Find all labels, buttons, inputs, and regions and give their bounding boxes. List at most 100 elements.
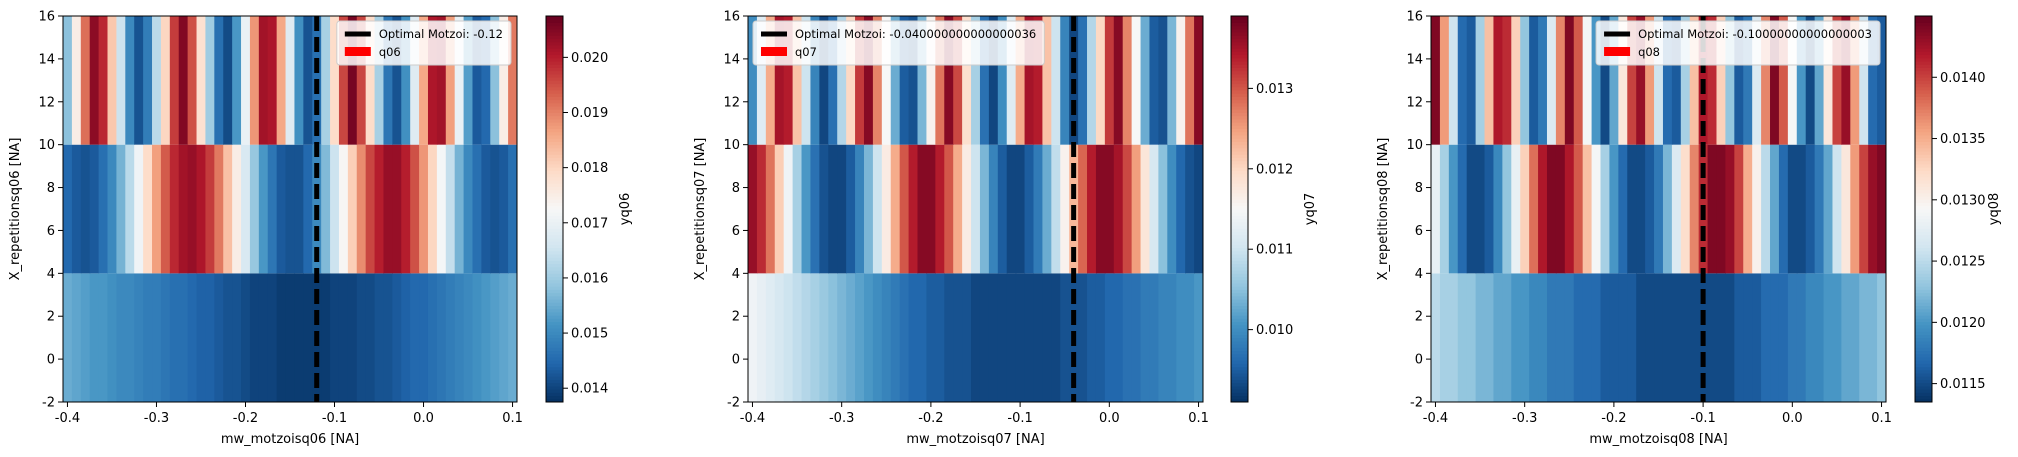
- colorbar-segment: [546, 205, 563, 210]
- legend-line-label: Optimal Motzoi: -0.040000000000000036: [795, 27, 1036, 41]
- heatmap-cell: [445, 144, 456, 274]
- heatmap-cell: [1734, 144, 1744, 274]
- colorbar-segment: [546, 80, 563, 85]
- colorbar-segment: [1231, 32, 1248, 36]
- heatmap-cell: [1564, 144, 1575, 274]
- colorbar-segment: [546, 25, 563, 30]
- heatmap-cell: [765, 273, 776, 402]
- heatmap-cell: [953, 144, 963, 274]
- x-tick-label: -0.1: [1007, 411, 1032, 426]
- heatmap-cell: [1484, 144, 1495, 274]
- heatmap-cell: [294, 273, 304, 402]
- y-tick-label: 12: [723, 95, 740, 110]
- colorbar-segment: [1915, 273, 1932, 278]
- colorbar-segment: [546, 70, 563, 75]
- heatmap-cell: [1475, 16, 1486, 145]
- heatmap-cell: [1814, 16, 1825, 145]
- colorbar-segment: [546, 96, 563, 101]
- heatmap-cell: [1122, 273, 1133, 402]
- colorbar-segment: [1231, 16, 1248, 20]
- colorbar-segment: [546, 389, 563, 393]
- heatmap-cell: [1431, 144, 1441, 274]
- heatmap-cell: [134, 16, 144, 145]
- heatmap-cell: [419, 16, 429, 145]
- colorbar-segment: [546, 131, 563, 136]
- heatmap-cell: [1654, 16, 1664, 145]
- heatmap-cell: [1573, 273, 1584, 402]
- colorbar-segment: [546, 160, 563, 165]
- heatmap-cell: [890, 273, 901, 402]
- heatmap-cell: [1015, 16, 1026, 145]
- heatmap-cell: [187, 144, 198, 274]
- heatmap-cell: [1877, 273, 1886, 402]
- y-tick-label: 0: [47, 353, 55, 368]
- heatmap-cell: [890, 144, 901, 274]
- chart-panel-2: -0.4 -0.3 -0.2 -0.1 0.0 0.1 -2 0 2 4 6 8 10 12 14 16 mw_…: [693, 10, 1318, 448]
- heatmap-cell: [1841, 16, 1851, 145]
- colorbar-segment: [546, 16, 563, 20]
- colorbar-segment: [546, 382, 563, 387]
- heatmap-cell: [436, 144, 447, 274]
- heatmap-cell: [1095, 16, 1106, 145]
- heatmap-cell: [1502, 273, 1512, 402]
- colorbar-segment: [546, 385, 563, 390]
- heatmap-cell: [401, 16, 411, 145]
- heatmap-cell: [1778, 16, 1789, 145]
- colorbar-segment: [1915, 302, 1932, 306]
- colorbar-segment: [546, 122, 563, 126]
- colorbar-segment: [1231, 57, 1248, 62]
- colorbar-segment: [1231, 299, 1248, 303]
- heatmap-cell: [1555, 273, 1566, 402]
- colorbar-segment: [1915, 305, 1932, 310]
- heatmap-cell: [1439, 16, 1450, 145]
- heatmap-cell: [1104, 16, 1115, 145]
- colorbar-segment: [1915, 57, 1932, 62]
- y-tick-label: 2: [47, 310, 55, 325]
- colorbar-segment: [1231, 83, 1248, 88]
- heatmap-cell: [1448, 16, 1459, 145]
- colorbar-segment: [546, 286, 563, 290]
- colorbar-segment: [546, 57, 563, 62]
- colorbar-segment: [1231, 376, 1248, 380]
- heatmap-cell: [837, 144, 847, 274]
- heatmap-cell: [134, 273, 144, 402]
- heatmap-cell: [1122, 144, 1133, 274]
- colorbar-segment: [1231, 64, 1248, 68]
- heatmap-cell: [401, 144, 411, 274]
- y-tick-label: 8: [1415, 181, 1423, 196]
- heatmap-cell: [1627, 144, 1637, 274]
- colorbar-segment: [1231, 167, 1248, 171]
- heatmap-cell: [1511, 273, 1521, 402]
- heatmap-cell: [1734, 16, 1744, 145]
- heatmap-cell: [107, 144, 118, 274]
- heatmap-cell: [1431, 16, 1441, 145]
- colorbar-segment: [1231, 106, 1248, 110]
- heatmap-cell: [427, 16, 438, 145]
- chart-panel-1: -0.4 -0.3 -0.2 -0.1 0.0 0.1 -2 0 2 4 6 8 10 12 14 16 mw_…: [8, 10, 633, 448]
- y-axis-label: X_repetitionsq08 [NA]: [1376, 138, 1391, 281]
- heatmap-cell: [392, 273, 402, 402]
- colorbar: 0.010 0.011 0.012 0.013 yq07: [1230, 15, 1318, 403]
- colorbar-segment: [546, 189, 563, 194]
- heatmap-cell: [365, 273, 376, 402]
- heatmap-cell: [267, 273, 278, 402]
- colorbar-segment: [1231, 295, 1248, 300]
- colorbar-segment: [1915, 131, 1932, 136]
- heatmap-cell: [1113, 16, 1124, 145]
- heatmap-cell: [63, 273, 73, 402]
- heatmap-cell: [1042, 16, 1052, 145]
- colorbar-segment: [1915, 115, 1932, 120]
- heatmap-cell: [1707, 16, 1718, 145]
- heatmap-cell: [241, 16, 251, 145]
- heatmap-cell: [1439, 273, 1450, 402]
- colorbar-segment: [1231, 112, 1248, 117]
- heatmap-cell: [1850, 144, 1860, 274]
- y-tick-label: 10: [723, 138, 740, 153]
- colorbar-segment: [1915, 154, 1932, 159]
- heatmap-cell: [1104, 144, 1115, 274]
- heatmap-cell: [926, 16, 936, 145]
- colorbar-segment: [546, 254, 563, 258]
- colorbar-segment: [546, 225, 563, 229]
- heatmap-cell: [1770, 273, 1780, 402]
- heatmap-cell: [881, 273, 892, 402]
